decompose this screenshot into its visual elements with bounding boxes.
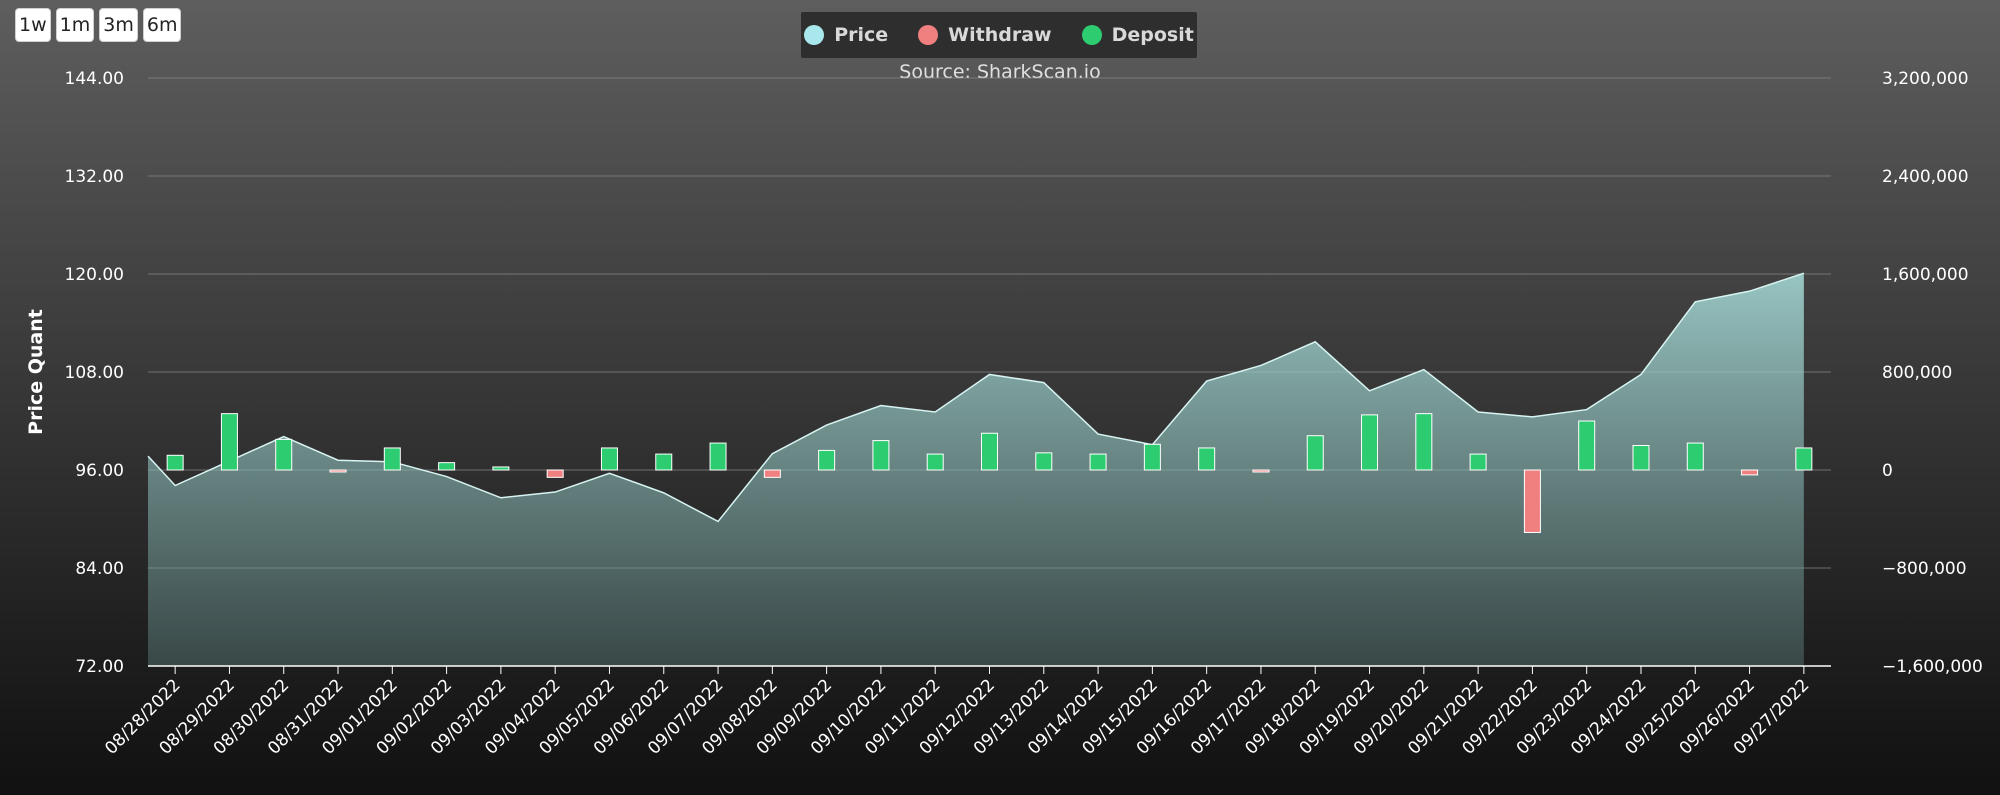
y-left-tick-label: 108.00 <box>65 363 124 383</box>
y-right-tick-label: 3,200,000 <box>1882 69 1969 89</box>
range-button-3m[interactable]: 3m <box>99 8 138 42</box>
withdraw-bar <box>1252 469 1270 473</box>
deposit-bar <box>1795 447 1813 471</box>
legend-item-price[interactable]: Price <box>804 24 888 46</box>
y-right-tick-label: 1,600,000 <box>1882 265 1969 285</box>
deposit-bar <box>166 454 184 471</box>
deposit-bar <box>872 440 890 471</box>
withdraw-bar <box>1741 469 1759 476</box>
deposit-bar <box>818 449 836 471</box>
withdraw-bar <box>329 469 347 473</box>
deposit-bar <box>220 413 238 471</box>
range-button-6m[interactable]: 6m <box>142 8 182 42</box>
deposit-bar <box>926 453 944 471</box>
legend-item-withdraw[interactable]: Withdraw <box>918 24 1052 46</box>
price-area <box>148 273 1804 666</box>
withdraw-bar <box>546 469 564 478</box>
y-axis-label: Price Quant <box>25 309 47 435</box>
y-left-tick-label: 120.00 <box>65 265 124 285</box>
deposit-bar <box>1198 447 1216 471</box>
legend-dot-withdraw <box>918 25 939 45</box>
deposit-bar <box>1361 414 1379 471</box>
y-right-tick-label: −800,000 <box>1882 559 1967 579</box>
legend-dot-deposit <box>1081 25 1102 45</box>
y-right-tick-label: 800,000 <box>1882 363 1952 383</box>
range-button-1m[interactable]: 1m <box>55 8 95 42</box>
deposit-bar <box>1469 453 1487 471</box>
y-left-tick-label: 72.00 <box>75 657 124 677</box>
deposit-bar <box>1686 442 1704 471</box>
range-button-1w[interactable]: 1w <box>15 8 51 42</box>
legend-dot-price <box>804 25 825 45</box>
deposit-bar <box>1306 435 1324 471</box>
deposit-bar <box>438 462 456 471</box>
deposit-bar <box>1089 453 1107 471</box>
legend-label-deposit: Deposit <box>1111 24 1194 46</box>
deposit-bar <box>600 447 618 471</box>
chart-legend: Price Withdraw Deposit <box>801 12 1197 58</box>
deposit-bar <box>1415 413 1433 471</box>
deposit-bar <box>655 453 673 471</box>
deposit-bar <box>1578 420 1596 471</box>
withdraw-bar <box>763 469 781 478</box>
deposit-bar <box>1632 445 1650 471</box>
deposit-bar <box>1143 443 1161 471</box>
deposit-bar <box>709 442 727 471</box>
y-left-tick-label: 84.00 <box>75 559 124 579</box>
legend-label-withdraw: Withdraw <box>948 24 1052 46</box>
y-left-tick-label: 96.00 <box>75 461 124 481</box>
y-right-tick-label: 2,400,000 <box>1882 167 1969 187</box>
legend-label-price: Price <box>834 24 889 46</box>
legend-item-deposit[interactable]: Deposit <box>1081 24 1194 46</box>
y-left-tick-label: 132.00 <box>65 167 124 187</box>
deposit-bar <box>383 447 401 471</box>
deposit-bar <box>275 438 293 471</box>
deposit-bar <box>492 466 510 471</box>
y-right-tick-label: −1,600,000 <box>1882 657 1983 677</box>
range-selector: 1w 1m 3m 6m <box>15 8 182 42</box>
price-line <box>147 272 1805 523</box>
deposit-bar <box>981 432 998 471</box>
y-right-tick-label: 0 <box>1882 461 1893 481</box>
deposit-bar <box>1035 452 1053 471</box>
y-left-tick-label: 144.00 <box>65 69 124 89</box>
withdraw-bar <box>1523 469 1541 533</box>
